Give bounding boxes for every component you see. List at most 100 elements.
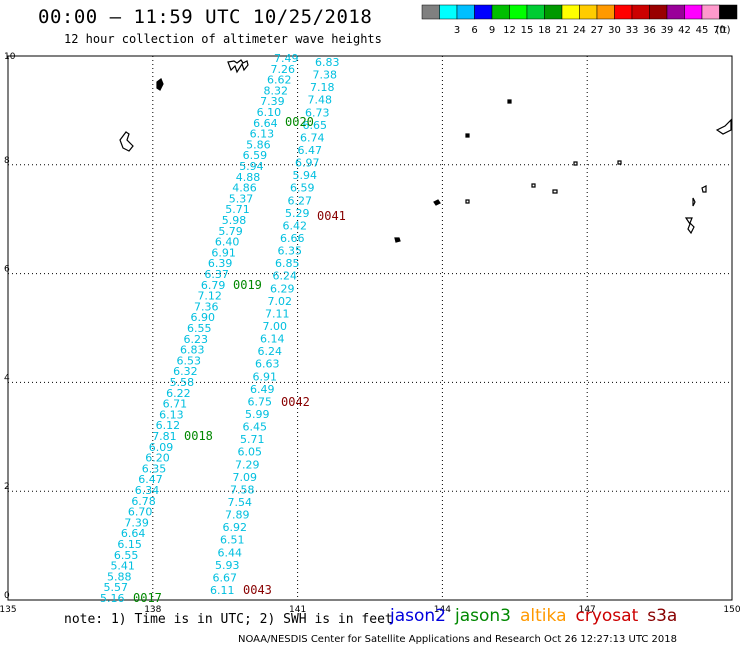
color-legend: 3 6 9 12 15 18 21 24 27 30 33 36 39 42 45 70(ft) xyxy=(421,4,738,36)
swh-value: 5.57 xyxy=(103,581,128,594)
y-tick-label: 2 xyxy=(4,482,10,492)
x-tick-label: 150 xyxy=(723,605,740,615)
swh-value: 6.27 xyxy=(288,194,313,207)
legend-tick-label: 3 xyxy=(454,25,460,36)
swh-value: 6.83 xyxy=(180,344,205,357)
legend-tick-label: 33 xyxy=(626,25,639,36)
swh-value: 6.24 xyxy=(258,345,283,358)
swh-value: 7.54 xyxy=(228,496,253,509)
island-shape xyxy=(119,131,134,152)
legend-tick-label: 15 xyxy=(521,25,534,36)
y-tick-label: 6 xyxy=(4,265,10,275)
legend-tick-label: 45 xyxy=(696,25,709,36)
swh-value: 5.58 xyxy=(170,376,195,389)
swh-value: 6.20 xyxy=(145,452,170,465)
swh-value: 7.26 xyxy=(271,63,296,76)
x-tick-label: 144 xyxy=(434,605,451,615)
sat-cryosat: cryosat xyxy=(575,606,639,626)
swh-value: 6.67 xyxy=(213,571,238,584)
swh-value: 6.12 xyxy=(156,419,181,432)
swh-value: 6.14 xyxy=(260,333,285,346)
swh-value: 6.78 xyxy=(131,495,156,508)
swh-value: 6.49 xyxy=(250,383,275,396)
y-tick-label: 8 xyxy=(4,156,10,166)
swh-value: 7.81 xyxy=(152,430,177,443)
swh-value: 5.93 xyxy=(215,559,240,572)
track-values: 5.165.575.885.416.556.156.647.396.706.78… xyxy=(100,52,340,605)
swh-value: 7.38 xyxy=(313,69,338,82)
swh-value: 6.22 xyxy=(166,387,191,400)
swh-value: 6.35 xyxy=(278,245,303,258)
swh-value: 6.11 xyxy=(210,584,235,597)
map-frame xyxy=(7,55,733,601)
legend-tick-label: 12 xyxy=(503,25,516,36)
swh-value: 7.89 xyxy=(225,509,250,522)
swh-value: 7.48 xyxy=(308,94,333,107)
swh-value: 6.53 xyxy=(177,354,202,367)
swh-value: 7.12 xyxy=(197,290,222,303)
swh-value: 7.29 xyxy=(235,458,260,471)
swh-value: 6.55 xyxy=(187,322,212,335)
swh-value: 6.34 xyxy=(135,484,160,497)
sat-jason3: jason3 xyxy=(455,606,511,626)
swh-value: 7.02 xyxy=(268,295,293,308)
y-tick-label: 0 xyxy=(4,591,10,601)
swh-value: 6.70 xyxy=(128,506,153,519)
legend-tick-label: 9 xyxy=(489,25,495,36)
swh-value: 7.09 xyxy=(233,471,258,484)
swh-value: 6.32 xyxy=(173,365,198,378)
legend-tick-label: 36 xyxy=(643,25,656,36)
swh-value: 5.99 xyxy=(245,408,270,421)
legend-tick-label: 30 xyxy=(608,25,621,36)
swh-value: 5.98 xyxy=(222,214,247,227)
pass-labels: 0017 0018 0019 0020 0043 0042 0041 xyxy=(133,115,346,605)
swh-value: 8.32 xyxy=(264,84,289,97)
legend-tick-label: 24 xyxy=(573,25,586,36)
legend-swatch xyxy=(719,4,738,20)
swh-value: 7.49 xyxy=(274,52,299,65)
swh-value: 6.47 xyxy=(138,473,163,486)
pass-label: 0042 xyxy=(281,395,310,409)
swh-value: 6.55 xyxy=(114,549,139,562)
island-shape xyxy=(701,185,707,193)
swh-value: 6.35 xyxy=(142,462,167,475)
island-shape xyxy=(465,199,470,204)
swh-value: 6.90 xyxy=(190,311,215,324)
swh-value: 6.13 xyxy=(250,128,275,141)
swh-value: 5.29 xyxy=(285,207,310,220)
map-title: 00:00 – 11:59 UTC 10/25/2018 xyxy=(38,6,373,28)
island-shape xyxy=(227,59,249,74)
swh-value: 6.39 xyxy=(208,257,233,270)
swh-value: 6.59 xyxy=(243,149,268,162)
island-shape xyxy=(531,183,536,188)
swh-value: 7.18 xyxy=(310,81,335,94)
swh-value: 6.64 xyxy=(253,117,278,130)
swh-value: 6.63 xyxy=(255,358,280,371)
swh-value: 6.74 xyxy=(300,131,325,144)
swh-value: 6.13 xyxy=(159,408,184,421)
swh-value: 6.85 xyxy=(275,257,300,270)
swh-value: 6.51 xyxy=(220,534,245,547)
swh-value: 5.71 xyxy=(225,203,250,216)
legend-tick-label: 39 xyxy=(661,25,674,36)
sat-s3a: s3a xyxy=(647,606,678,626)
swh-value: 7.36 xyxy=(194,300,219,313)
note-text: note: 1) Time is in UTC; 2) SWH is in fe… xyxy=(64,612,393,627)
swh-value: 5.79 xyxy=(218,225,243,238)
island-shape xyxy=(692,197,696,207)
swh-value: 7.58 xyxy=(230,483,255,496)
y-tick-label: 4 xyxy=(4,373,10,383)
pass-label: 0018 xyxy=(184,429,213,443)
legend-tick-label: 6 xyxy=(471,25,477,36)
swh-value: 5.94 xyxy=(293,169,318,182)
island-shape xyxy=(156,78,164,91)
swh-value: 6.75 xyxy=(248,395,273,408)
swh-value: 6.15 xyxy=(117,538,141,551)
swh-value: 5.94 xyxy=(239,160,264,173)
swh-value: 6.91 xyxy=(253,370,278,383)
x-tick-label: 141 xyxy=(289,605,306,615)
swh-value: 6.73 xyxy=(305,106,330,119)
swh-value: 6.79 xyxy=(201,279,226,292)
swh-value: 5.37 xyxy=(229,192,254,205)
swh-value: 5.86 xyxy=(246,138,271,151)
